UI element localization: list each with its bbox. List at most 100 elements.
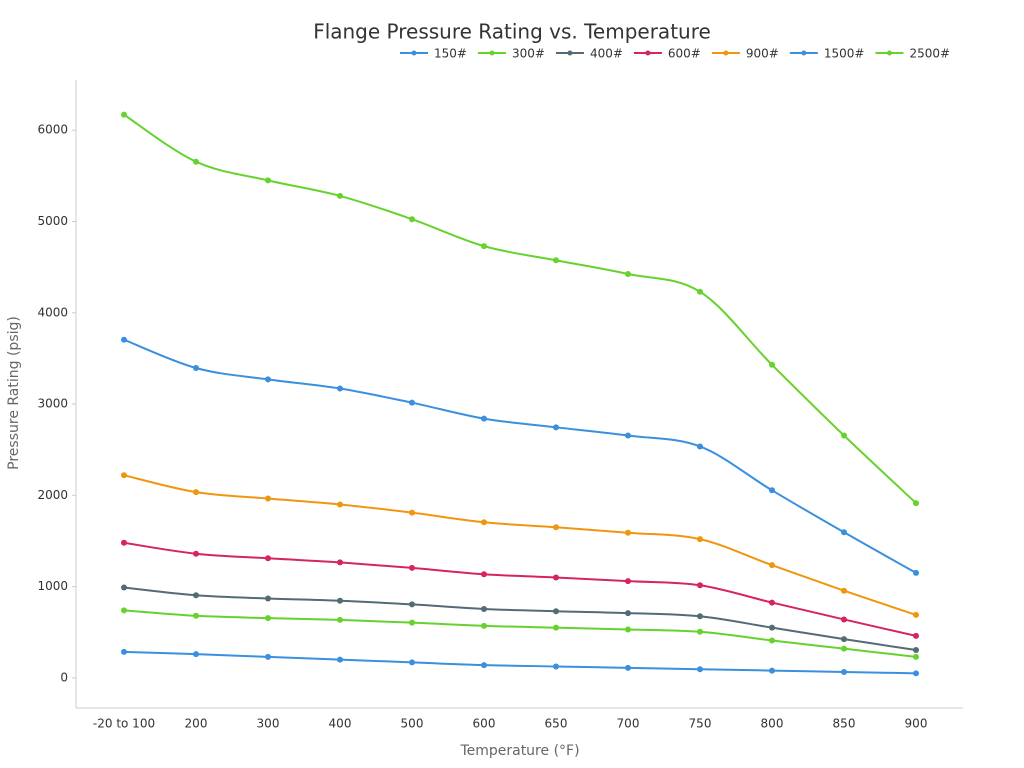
data-point xyxy=(193,612,199,619)
data-point xyxy=(841,645,847,652)
data-point xyxy=(769,487,775,494)
data-point xyxy=(481,243,487,250)
legend-label: 600# xyxy=(668,47,701,61)
data-point xyxy=(337,192,343,199)
data-point xyxy=(553,574,559,581)
data-point xyxy=(265,177,271,184)
data-point xyxy=(121,472,127,479)
data-point xyxy=(193,651,199,658)
data-point xyxy=(481,415,487,422)
data-point xyxy=(913,569,919,576)
data-point xyxy=(481,622,487,629)
data-point xyxy=(625,664,631,671)
data-point xyxy=(625,626,631,633)
data-point xyxy=(121,111,127,118)
y-tick-label: 5000 xyxy=(37,214,68,228)
legend-marker xyxy=(801,50,807,56)
data-point xyxy=(409,601,415,608)
data-point xyxy=(265,653,271,660)
data-point xyxy=(625,432,631,439)
data-point xyxy=(553,257,559,264)
data-point xyxy=(841,587,847,594)
y-tick-label: 6000 xyxy=(37,123,68,137)
chart-title: Flange Pressure Rating vs. Temperature xyxy=(313,20,711,44)
x-tick-label: 200 xyxy=(185,717,208,731)
data-point xyxy=(697,443,703,450)
series-line xyxy=(123,113,917,504)
data-point xyxy=(913,500,919,507)
series-line xyxy=(123,609,917,658)
data-point xyxy=(769,361,775,368)
data-point xyxy=(121,607,127,614)
data-point xyxy=(553,424,559,431)
data-point xyxy=(409,619,415,626)
data-point xyxy=(697,536,703,543)
data-point xyxy=(265,615,271,622)
y-axis-label: Pressure Rating (psig) xyxy=(6,316,22,470)
series-line xyxy=(123,338,917,574)
data-point xyxy=(337,616,343,623)
legend-marker xyxy=(723,50,729,56)
data-point xyxy=(481,605,487,612)
legend-marker xyxy=(411,50,417,56)
data-point xyxy=(913,647,919,654)
legend-label: 900# xyxy=(746,47,779,61)
data-point xyxy=(265,595,271,602)
y-tick-label: 4000 xyxy=(37,305,68,319)
data-point xyxy=(409,659,415,666)
data-point xyxy=(625,610,631,617)
data-point xyxy=(553,524,559,531)
x-tick-label: 300 xyxy=(257,717,280,731)
legend-marker xyxy=(886,50,892,56)
series-line xyxy=(123,650,917,675)
data-point xyxy=(409,399,415,406)
y-tick-label: 2000 xyxy=(37,488,68,502)
data-point xyxy=(193,364,199,371)
data-point xyxy=(265,555,271,562)
x-tick-label: -20 to 100 xyxy=(93,717,155,731)
data-point xyxy=(553,608,559,615)
y-tick-label: 1000 xyxy=(37,579,68,593)
legend-marker xyxy=(567,50,573,56)
x-tick-label: 750 xyxy=(689,717,712,731)
data-point xyxy=(265,495,271,502)
x-tick-label: 850 xyxy=(833,717,856,731)
series-line xyxy=(123,474,917,616)
legend-label: 2500# xyxy=(909,47,950,61)
data-point xyxy=(337,656,343,663)
data-point xyxy=(769,667,775,674)
x-tick-label: 650 xyxy=(545,717,568,731)
data-point xyxy=(481,519,487,526)
data-point xyxy=(193,550,199,557)
data-point xyxy=(121,648,127,655)
data-point xyxy=(841,529,847,536)
data-point xyxy=(121,336,127,343)
legend-marker xyxy=(645,50,651,56)
series-line xyxy=(123,541,917,637)
x-tick-label: 500 xyxy=(401,717,424,731)
data-point xyxy=(625,270,631,277)
data-point xyxy=(409,564,415,571)
x-tick-label: 600 xyxy=(473,717,496,731)
data-point xyxy=(193,158,199,165)
data-point xyxy=(265,376,271,383)
data-point xyxy=(337,559,343,566)
x-axis-label: Temperature (°F) xyxy=(459,743,579,759)
data-point xyxy=(841,668,847,675)
data-point xyxy=(481,662,487,669)
x-tick-label: 400 xyxy=(329,717,352,731)
data-point xyxy=(409,509,415,516)
y-tick-label: 3000 xyxy=(37,397,68,411)
data-point xyxy=(841,636,847,643)
data-point xyxy=(193,592,199,599)
data-point xyxy=(121,539,127,546)
legend-label: 150# xyxy=(434,47,467,61)
y-tick-label: 0 xyxy=(60,670,68,684)
data-point xyxy=(697,582,703,589)
data-point xyxy=(481,571,487,578)
data-point xyxy=(625,578,631,585)
data-point xyxy=(337,501,343,508)
data-point xyxy=(769,599,775,606)
data-point xyxy=(409,216,415,223)
data-point xyxy=(697,288,703,295)
